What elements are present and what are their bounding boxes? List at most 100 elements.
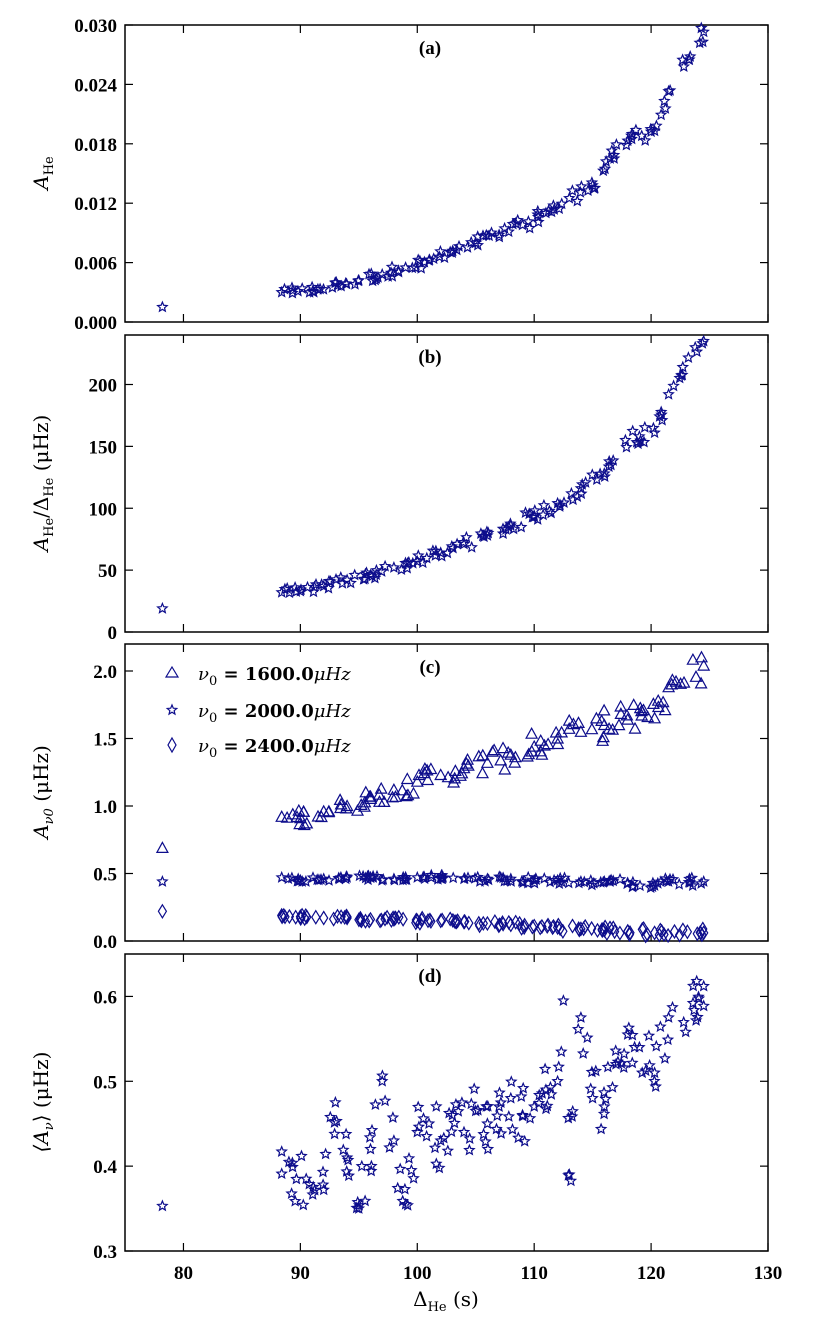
- data-point: [339, 276, 352, 289]
- data-point: [518, 1134, 531, 1147]
- data-point: [689, 670, 703, 682]
- data-point: [654, 875, 668, 888]
- data-point: [635, 1066, 649, 1079]
- data-point: [471, 238, 485, 251]
- data-point: [562, 876, 575, 889]
- data-point: [599, 154, 613, 167]
- x-tick-label: 110: [520, 1263, 547, 1284]
- data-point: [622, 1021, 636, 1034]
- data-point: [382, 909, 392, 925]
- data-point: [411, 1100, 425, 1113]
- data-point: [674, 927, 685, 943]
- y-tick-label: 0.000: [74, 313, 117, 334]
- data-point: [525, 744, 539, 757]
- data-point: [575, 487, 588, 500]
- data-point: [566, 184, 579, 197]
- data-point: [543, 504, 556, 517]
- data-point: [469, 236, 482, 249]
- data-point: [156, 1199, 169, 1212]
- data-point: [600, 919, 610, 935]
- data-point: [417, 1112, 430, 1124]
- data-point: [523, 221, 536, 234]
- data-point: [490, 1109, 504, 1122]
- data-point: [334, 279, 348, 292]
- data-point: [405, 1163, 418, 1176]
- data-point: [626, 1056, 639, 1069]
- data-point: [357, 799, 371, 812]
- data-point: [597, 703, 611, 716]
- data-point: [563, 191, 576, 204]
- data-point: [553, 498, 567, 511]
- data-point: [542, 204, 555, 217]
- data-point: [300, 816, 314, 829]
- data-point: [290, 585, 303, 598]
- data-point: [378, 1094, 392, 1107]
- data-point: [646, 880, 659, 893]
- data-point: [606, 454, 620, 466]
- data-point: [461, 240, 474, 253]
- data-point: [350, 803, 365, 816]
- data-point: [634, 704, 649, 717]
- data-point: [572, 876, 586, 889]
- data-point: [535, 920, 545, 936]
- data-point: [423, 253, 436, 266]
- data-point: [275, 810, 289, 822]
- data-point: [529, 918, 539, 934]
- data-point: [596, 734, 610, 746]
- data-point: [598, 467, 611, 479]
- data-point: [490, 1122, 503, 1135]
- data-point: [329, 1095, 342, 1108]
- y-tick-label: 0.006: [74, 254, 117, 275]
- data-point: [626, 424, 639, 437]
- data-point: [471, 230, 484, 243]
- data-point: [508, 750, 522, 763]
- data-point: [505, 1075, 518, 1088]
- data-point: [646, 697, 660, 710]
- data-point: [316, 1178, 330, 1191]
- data-point: [574, 185, 587, 198]
- data-point: [366, 871, 380, 883]
- data-point: [589, 1064, 603, 1077]
- data-point: [516, 920, 527, 936]
- data-point: [606, 1080, 619, 1093]
- data-point: [628, 1040, 641, 1053]
- legend-label-2400: ν0 = 2400.0μHz: [198, 736, 351, 761]
- data-point: [661, 1033, 675, 1046]
- data-point: [586, 920, 597, 937]
- data-point: [598, 470, 611, 483]
- data-point: [339, 909, 350, 926]
- data-point: [516, 1108, 529, 1121]
- data-point: [492, 1100, 506, 1113]
- data-point: [677, 675, 691, 688]
- data-point: [662, 1011, 675, 1023]
- panel-c-frame: [124, 643, 769, 942]
- data-point: [676, 360, 690, 373]
- data-point: [307, 1180, 320, 1193]
- data-point: [424, 762, 438, 775]
- legend: ν0 = 1600.0μHz ν0 = 2000.0μHz ν0 = 2400.…: [164, 664, 351, 761]
- data-point: [433, 1161, 446, 1174]
- data-point: [387, 872, 401, 885]
- data-point: [412, 768, 426, 781]
- data-point: [514, 520, 528, 533]
- y-tick-label: 0.5: [93, 865, 117, 886]
- data-point: [555, 725, 569, 738]
- data-point: [441, 546, 454, 559]
- data-point: [434, 244, 447, 257]
- data-point: [543, 917, 553, 933]
- data-point: [360, 566, 373, 579]
- data-point: [340, 870, 353, 882]
- data-point: [481, 526, 495, 539]
- data-point: [465, 540, 478, 553]
- data-point: [615, 925, 625, 941]
- legend-entry-1600: ν0 = 1600.0μHz: [164, 664, 351, 689]
- data-point: [402, 1151, 416, 1164]
- data-point: [344, 576, 357, 589]
- data-point: [156, 300, 169, 313]
- data-point: [463, 1143, 476, 1156]
- data-point: [694, 650, 709, 663]
- data-point: [365, 267, 378, 280]
- data-point: [354, 798, 368, 811]
- legend-entry-2000: ν0 = 2000.0μHz: [165, 701, 351, 726]
- y-tick-label: 0.030: [74, 16, 117, 37]
